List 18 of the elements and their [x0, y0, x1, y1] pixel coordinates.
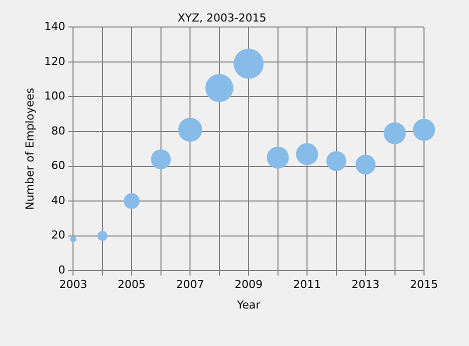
x-tick-label: 2005 — [118, 278, 146, 292]
y-tick-label: 80 — [51, 124, 66, 138]
x-tick-label: 2009 — [234, 278, 263, 292]
y-tick-label: 120 — [44, 54, 66, 68]
x-tick-label: 2013 — [352, 278, 380, 292]
y-tick-label: 100 — [44, 90, 66, 103]
y-axis-title: Number of Employees — [23, 88, 36, 210]
y-tick-label: 40 — [51, 194, 66, 207]
y-tick-label: 60 — [51, 159, 66, 172]
x-tick-label: 2003 — [59, 278, 88, 292]
x-axis-title: Year — [236, 298, 261, 312]
y-tick-label: 0 — [58, 263, 66, 276]
y-tick-label: 140 — [44, 20, 66, 34]
x-tick-label: 2011 — [293, 278, 322, 292]
y-tick-label: 20 — [51, 228, 66, 242]
x-tick-label: 2007 — [176, 278, 204, 292]
x-tick-label: 2015 — [410, 278, 438, 292]
chart-title: XYZ, 2003-2015 — [178, 11, 266, 24]
